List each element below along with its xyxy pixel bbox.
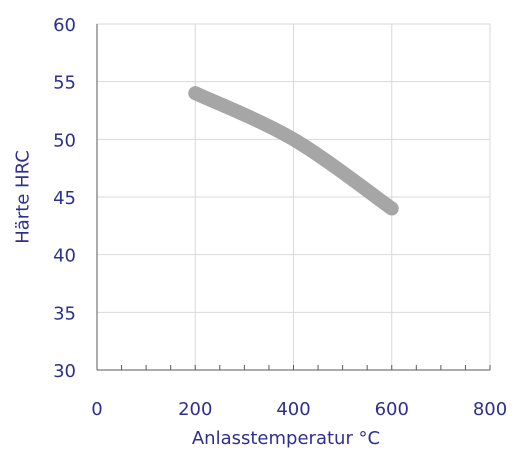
y-tick-label-2: 50 — [53, 130, 76, 151]
y-tick-label-0: 60 — [53, 15, 76, 36]
y-tick-label-3: 45 — [53, 188, 76, 209]
x-axis-title: Anlasstemperatur °C — [191, 428, 381, 449]
y-axis-title: Härte HRC — [12, 150, 34, 244]
y-tick-label-1: 55 — [53, 73, 76, 94]
x-tick-label-3: 600 — [375, 399, 409, 420]
y-tick-label-6: 30 — [53, 361, 76, 382]
y-tick-label-4: 40 — [53, 246, 76, 267]
x-tick-label-1: 200 — [178, 399, 212, 420]
x-tick-label-2: 400 — [276, 399, 310, 420]
x-tick-label-0: 0 — [91, 399, 102, 420]
x-tick-label-4: 800 — [473, 399, 507, 420]
y-tick-label-5: 35 — [53, 303, 76, 324]
